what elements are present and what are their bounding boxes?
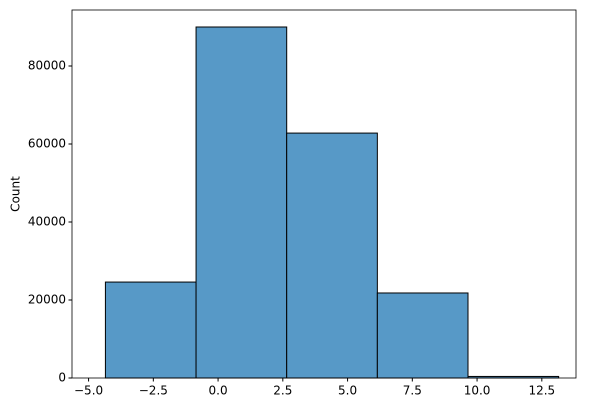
x-tick-label: 7.5 [403,384,422,398]
x-tick-label: 12.5 [528,384,555,398]
y-tick-label: 80000 [28,59,66,73]
y-axis-label: Count [9,176,23,212]
x-tick-label: 5.0 [338,384,357,398]
plot-frame [71,9,577,379]
x-tick-label: 0.0 [209,384,228,398]
y-tick-label: 0 [58,371,66,385]
x-tick-label: −5.0 [74,384,103,398]
x-tick-label: −2.5 [139,384,168,398]
y-tick-label: 20000 [28,293,66,307]
bar [195,26,288,379]
y-tick-label: 60000 [28,137,66,151]
y-tick-label: 40000 [28,215,66,229]
x-tick-label: 2.5 [273,384,292,398]
bar [376,292,469,379]
bar [104,281,197,379]
bar [286,132,378,379]
x-tick-label: 10.0 [464,384,491,398]
